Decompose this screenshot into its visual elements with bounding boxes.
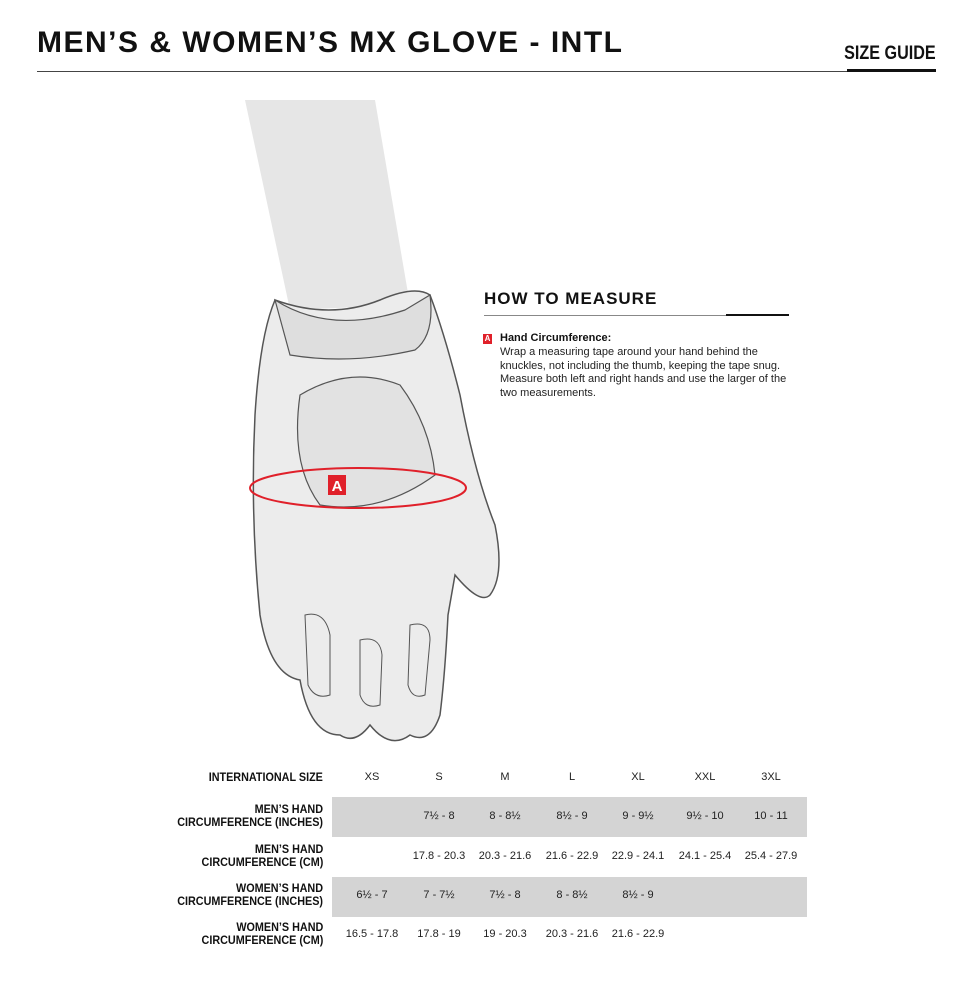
row-label-line2: CIRCUMFERENCE (CM) [201,855,323,869]
table-cell: 8 - 8½ [556,889,588,901]
row-label-line1: WOMEN’S HAND [235,920,323,934]
table-cell: 22.9 - 24.1 [611,850,665,862]
table-cell: 8½ - 9 [622,889,654,901]
marker-badge: A [483,334,492,344]
row-band [332,877,807,917]
size-header-xl: XL [631,771,645,783]
table-cell: 21.6 - 22.9 [545,850,599,862]
row-label-line1: MEN’S HAND [254,802,323,816]
table-cell: 8½ - 9 [556,810,588,822]
measure-tape [249,467,467,509]
table-cell: 7½ - 8 [423,810,455,822]
table-cell: 16.5 - 17.8 [345,928,399,940]
table-cell: 8 - 8½ [489,810,521,822]
size-header-s: S [435,771,443,783]
size-header-l: L [568,771,576,783]
size-guide-underline [847,69,936,72]
finger-guard-3 [407,623,431,697]
row-label-line1: MEN’S HAND [254,842,323,856]
measure-marker-letter: A [332,478,343,495]
row-band [332,797,807,837]
table-cell: 19 - 20.3 [483,928,527,940]
title-divider [37,71,936,72]
table-cell: 20.3 - 21.6 [545,928,599,940]
page-title: MEN’S & WOMEN’S MX GLOVE - INTL [37,26,624,59]
how-to-measure-heading: HOW TO MEASURE [484,289,658,308]
table-cell: 10 - 11 [754,810,788,822]
row-label: MEN’S HAND CIRCUMFERENCE (INCHES) [177,803,323,829]
finger-guard-2 [359,638,383,707]
table-cell: 21.6 - 22.9 [611,928,665,940]
knuckle-guard [296,376,436,508]
glove-shape [252,290,500,742]
table-cell: 9 - 9½ [622,810,654,822]
heading-divider [484,315,789,316]
glove-cuff [274,294,432,360]
glove-illustration: A [245,100,500,742]
size-header-xxl: XXL [694,771,716,783]
table-cell: 7 - 7½ [423,889,455,901]
row-label: WOMEN’S HAND CIRCUMFERENCE (INCHES) [177,882,323,908]
size-header-3xl: 3XL [761,771,781,783]
table-cell: 9½ - 10 [686,810,724,822]
table-cell: 25.4 - 27.9 [744,850,798,862]
table-cell: 17.8 - 20.3 [412,850,466,862]
row-label: WOMEN’S HAND CIRCUMFERENCE (CM) [201,921,323,947]
header-label: INTERNATIONAL SIZE [208,770,323,784]
table-cell: 7½ - 8 [489,889,521,901]
table-cell: 24.1 - 25.4 [678,850,732,862]
measure-marker-badge [328,475,346,495]
row-label-line2: CIRCUMFERENCE (INCHES) [177,894,323,908]
size-header-xs: XS [364,771,380,783]
size-header-m: M [500,771,510,783]
finger-guard-1 [304,613,331,697]
table-cell: 20.3 - 21.6 [478,850,532,862]
forearm [245,100,410,310]
hand-circumference-text: Wrap a measuring tape around your hand b… [500,346,787,399]
row-label-line2: CIRCUMFERENCE (INCHES) [177,815,323,829]
row-label: MEN’S HAND CIRCUMFERENCE (CM) [201,843,323,869]
row-label-line2: CIRCUMFERENCE (CM) [201,933,323,947]
table-cell: 6½ - 7 [356,889,388,901]
heading-accent-line [726,314,789,316]
row-label-line1: WOMEN’S HAND [235,881,323,895]
hand-circumference-title: Hand Circumference: [500,332,612,344]
table-cell: 17.8 - 19 [417,928,461,940]
size-guide-label: SIZE GUIDE [844,43,936,64]
